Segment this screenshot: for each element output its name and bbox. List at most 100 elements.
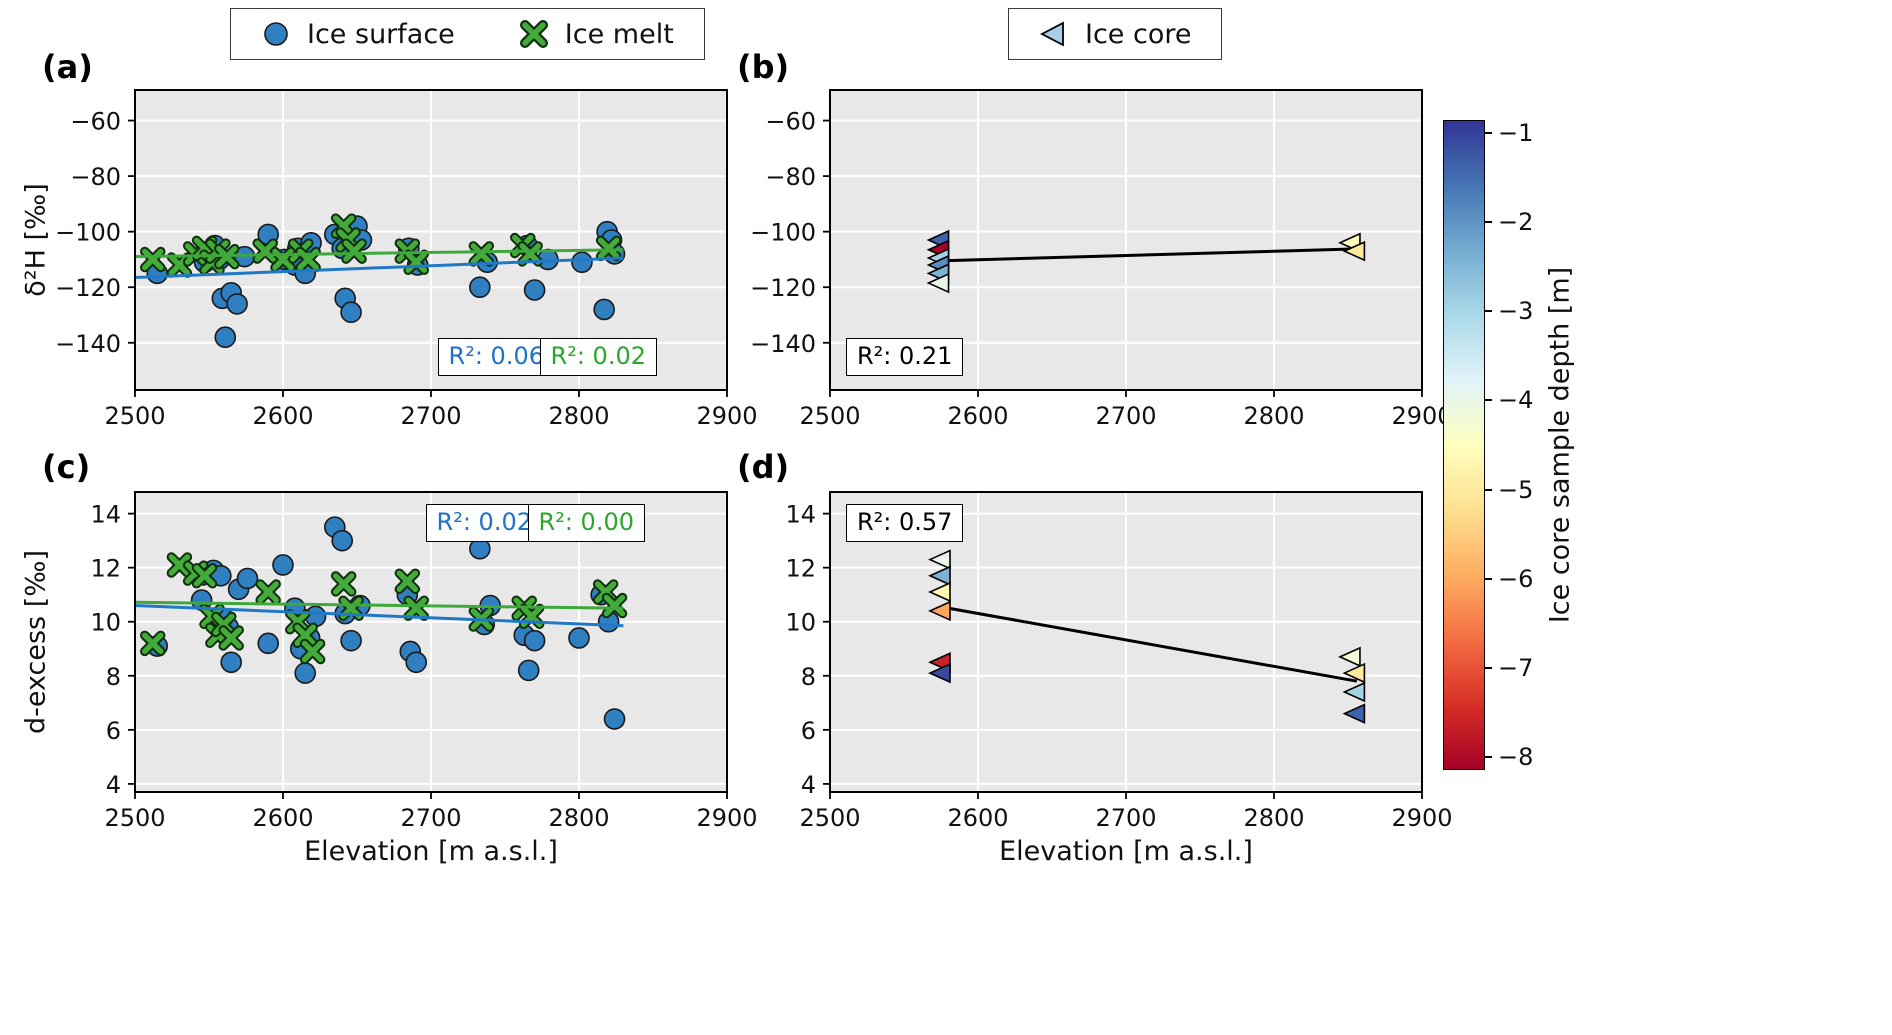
trend-line <box>134 248 624 259</box>
y-tick-label: −60 <box>765 108 816 136</box>
ice-core-points <box>926 229 1366 294</box>
ice-surface-point <box>523 629 546 652</box>
ice-surface-point <box>257 632 279 655</box>
scatter-panel-d: 2500 2600 2700 2800 2900 4 6 8 10 12 14 R²: 0.57 <box>785 491 1453 832</box>
ice-surface-point <box>523 279 546 301</box>
x-tick-label: 2500 <box>104 804 165 832</box>
legend-item-ice-core: Ice core <box>1039 19 1191 50</box>
ice-melt-point <box>470 243 493 265</box>
x-tick-label: 2800 <box>1243 804 1304 832</box>
colorbar-tick-mark <box>1485 132 1492 135</box>
r2-annotation: R²: 0.02 <box>425 504 543 542</box>
trend-line <box>134 256 624 279</box>
x-tick-label: 2900 <box>1391 804 1452 832</box>
ice-melt-points <box>140 213 622 278</box>
legend-label-ice-melt: Ice melt <box>564 18 674 50</box>
y-tick-label: 8 <box>801 663 816 691</box>
panel-a-letter: (a) <box>42 48 93 86</box>
trend-line <box>940 605 1358 683</box>
colorbar-label: Ice core sample depth [m] <box>1544 266 1576 624</box>
ice-core-point <box>1342 703 1366 724</box>
ice-core-point <box>928 600 951 622</box>
r2-annotation: R²: 0.00 <box>527 504 645 542</box>
y-axis-label-d2h: δ²H [‰] <box>20 183 52 297</box>
r2-annotation: R²: 0.02 <box>539 338 657 376</box>
ice-surface-point <box>220 651 242 674</box>
panel-a-svg: 2500 2600 2700 2800 2900 −60 −80 −100 −120 −140 <box>55 89 758 430</box>
ice-melt-point <box>294 624 316 646</box>
ice-melt-point <box>301 640 324 663</box>
y-tick-label: −140 <box>55 330 121 358</box>
colorbar-gradient <box>1443 120 1485 770</box>
ice-melt-point <box>142 632 164 655</box>
x-tick-label: 2800 <box>1243 402 1304 430</box>
ice-melt-point <box>254 240 276 262</box>
y-tick-label: −100 <box>55 219 121 247</box>
y-tick-label: −100 <box>750 219 816 247</box>
colorbar-tick-mark <box>1485 221 1492 224</box>
y-tick-label: −80 <box>765 163 816 191</box>
ice-surface-point <box>517 659 540 682</box>
ice-surface-point <box>469 276 491 299</box>
ice-melt-point <box>220 627 242 649</box>
ice-melt-point <box>343 240 365 262</box>
trend-line <box>134 604 624 628</box>
colorbar-tick-label: −8 <box>1498 742 1534 771</box>
x-tick-label: 2600 <box>947 402 1008 430</box>
ice-melt-point <box>603 594 626 617</box>
panel-c-svg: 2500 2600 2700 2800 2900 4 6 8 10 12 14 <box>90 491 758 832</box>
ice-melt-point <box>519 243 541 265</box>
x-tick-label: 2700 <box>400 402 461 430</box>
y-tick-label: 10 <box>785 609 816 637</box>
x-tick-label: 2500 <box>799 402 860 430</box>
x-tick-label: 2800 <box>548 402 609 430</box>
panel-d-svg: 2500 2600 2700 2800 2900 4 6 8 10 12 14 <box>785 491 1453 832</box>
ice-melt-point <box>597 237 620 260</box>
panel-b-letter: (b) <box>737 48 790 86</box>
x-tick-label: 2700 <box>400 804 461 832</box>
colorbar-tick-label: −4 <box>1498 386 1534 415</box>
ice-core-points <box>928 549 1366 724</box>
colorbar-tick-label: −2 <box>1498 208 1534 237</box>
ice-core-point <box>928 549 951 570</box>
r2-annotation: R²: 0.57 <box>846 504 964 542</box>
y-tick-label: −140 <box>750 330 816 358</box>
ice-surface-point <box>593 298 615 321</box>
ice-surface-point <box>226 293 248 315</box>
ice-surface-point <box>568 627 590 649</box>
ice-melt-marker-icon <box>519 20 548 48</box>
x-tick-label: 2600 <box>947 804 1008 832</box>
ice-surface-point <box>236 567 259 590</box>
colorbar-tick-mark <box>1485 577 1492 580</box>
ice-surface-point <box>214 326 237 349</box>
panel-d-letter: (d) <box>737 448 790 486</box>
ice-surface-point <box>272 554 294 576</box>
legend-label-ice-surface: Ice surface <box>307 18 455 50</box>
ice-core-point <box>928 662 951 684</box>
ice-surface-point <box>340 301 362 324</box>
ice-core-point <box>1342 240 1366 262</box>
ice-melt-point <box>332 573 355 595</box>
ice-surface-point <box>603 708 626 730</box>
y-tick-label: 6 <box>106 717 121 745</box>
colorbar-tick-label: −3 <box>1498 297 1534 326</box>
ice-core-point <box>928 581 951 603</box>
x-axis-label-elevation-right: Elevation [m a.s.l.] <box>999 836 1253 867</box>
x-tick-label: 2600 <box>252 402 313 430</box>
scatter-panel-b: 2500 2600 2700 2800 2900 −60 −80 −100 −120 −140 R²… <box>750 89 1453 430</box>
colorbar-tick-mark <box>1485 666 1492 669</box>
ice-surface-point <box>294 662 316 684</box>
y-tick-label: 8 <box>106 663 121 691</box>
y-tick-label: −120 <box>750 274 816 302</box>
y-tick-label: −120 <box>55 274 121 302</box>
y-tick-label: 14 <box>785 501 816 529</box>
y-tick-label: −80 <box>70 163 121 191</box>
colorbar-tick-mark <box>1485 755 1492 758</box>
legend-label-ice-core: Ice core <box>1085 18 1192 50</box>
ice-melt-point <box>142 248 164 271</box>
legend-item-ice-melt: Ice melt <box>519 19 674 50</box>
y-tick-label: 12 <box>785 555 816 583</box>
scatter-panel-c: 2500 2600 2700 2800 2900 4 6 8 10 12 14 R²: 0.02 R²:… <box>90 491 758 832</box>
x-tick-label: 2500 <box>104 402 165 430</box>
